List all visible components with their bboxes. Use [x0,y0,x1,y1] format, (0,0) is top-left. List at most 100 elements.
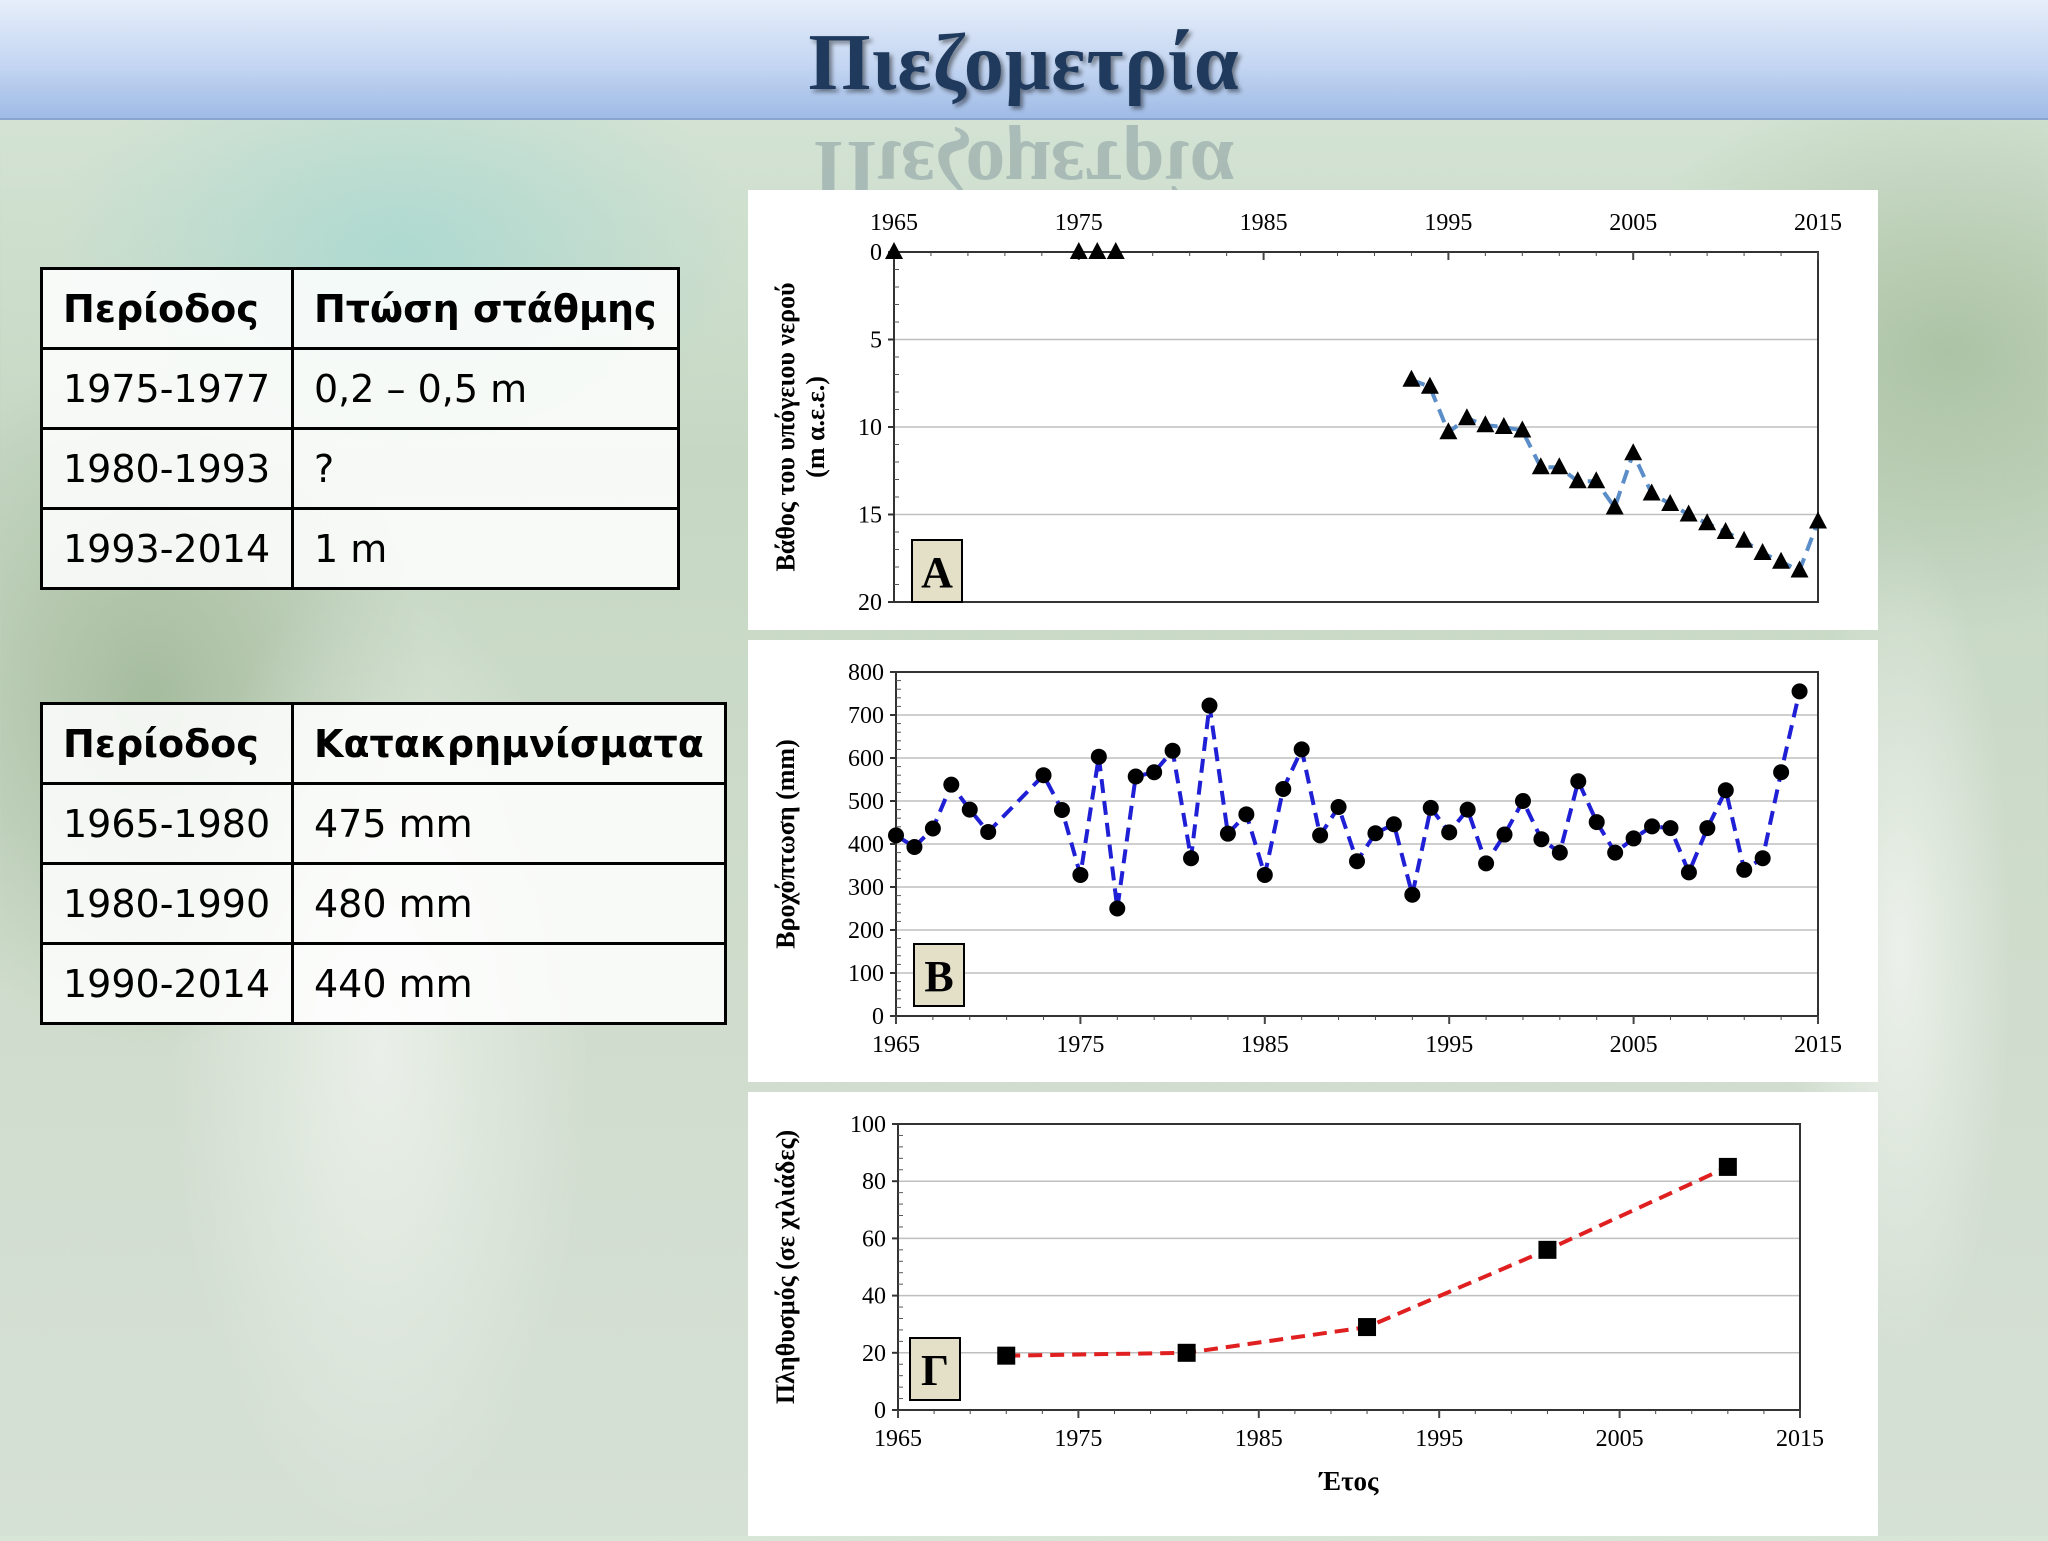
data-point-circle [1570,773,1587,790]
data-point-triangle [1716,522,1735,539]
data-point-circle [1072,866,1089,883]
x-axis-label: Έτος [1318,1466,1380,1496]
precipitation-table: Περίοδος Κατακρημνίσματα 1965-1980 475 m… [40,702,727,1025]
table-row: 1965-1980 475 mm [40,782,727,865]
value-cell: 0,2 – 0,5 m [291,347,680,430]
data-point-circle [1588,814,1605,831]
data-point-triangle [1679,504,1698,522]
y-tick-label: 20 [862,1341,886,1367]
table-header-row: Περίοδος Πτώση στάθμης [40,267,680,350]
data-point-circle [961,801,978,818]
period-cell: 1975-1977 [40,347,294,430]
series-line [894,690,1802,909]
data-point-circle [1496,826,1513,843]
data-point-circle [1256,866,1273,883]
table-header-row: Περίοδος Κατακρημνίσματα [40,702,727,785]
data-point-circle [888,827,904,844]
data-point-circle [1607,844,1624,861]
value-cell: ? [291,427,680,510]
data-point-triangle [885,242,903,259]
y-tick-label: 400 [848,832,884,858]
y-tick-label: 20 [858,590,882,616]
series-line [1410,377,1820,574]
y-tick-label: 100 [848,961,884,987]
x-tick-label: 1985 [1241,1032,1289,1058]
x-tick-label: 2015 [1776,1426,1824,1452]
data-point-circle [1773,764,1790,781]
table-row: 1990-2014 440 mm [40,942,727,1025]
data-point-circle [1680,864,1697,881]
data-point-square [1177,1343,1196,1362]
y-tick-label: 60 [862,1226,886,1252]
x-tick-label: 1965 [872,1032,920,1058]
data-point-circle [1478,855,1495,872]
period-cell: 1965-1980 [40,782,294,865]
data-point-circle [1238,806,1255,823]
value-cell: 480 mm [291,862,727,945]
table-row: 1980-1990 480 mm [40,862,727,945]
data-point-triangle [1642,483,1661,501]
data-point-circle [943,776,960,793]
groundwater-depth-chart: 0 5 10 15 20 1965 1975 1985 1995 2005 2015 Βάθος το… [771,210,1842,616]
data-point-circle [1625,830,1642,847]
y-tick-label: 300 [848,875,884,901]
data-point-triangle [1698,513,1717,531]
x-tick-label: 1965 [874,1426,922,1452]
data-point-triangle [1494,417,1513,434]
panel-label-box [913,943,965,1007]
data-point-circle [924,820,941,837]
data-point-circle [1109,900,1126,917]
panel-label: Γ [921,1346,949,1395]
header-cell: Περίοδος [40,267,294,350]
table-row: 1975-1977 0,2 – 0,5 m [40,347,680,430]
data-point-triangle [1457,408,1476,426]
data-point-circle [1385,816,1402,833]
data-point-circle [1090,748,1107,765]
header-cell: Πτώση στάθμης [291,267,680,350]
data-point-circle [1533,831,1550,848]
value-cell: 440 mm [291,942,727,1025]
data-point-circle [1422,799,1439,816]
y-tick-label: 0 [870,240,882,266]
data-point-triangle [1661,494,1680,511]
value-cell: 1 m [291,507,680,590]
y-tick-label: 600 [848,746,884,772]
y-axis-label: (m α.ε.ε.) [801,376,830,478]
data-point-triangle [1476,415,1495,433]
period-cell: 1980-1990 [40,862,294,945]
data-point-circle [1201,697,1218,714]
data-point-triangle [1624,443,1643,461]
data-point-square [1718,1157,1737,1176]
panel-label-box [911,539,963,603]
data-point-circle [1551,844,1568,861]
title-bar: Πιεζομετρία [0,0,2048,120]
rainfall-chart: 0 100 200 300 400 500 600 700 800 1965 1975 1985 199… [771,660,1842,1058]
data-point-circle [980,823,997,840]
period-cell: 1980-1993 [40,427,294,510]
data-point-circle [906,839,923,856]
population-chart: 0 20 40 60 80 100 1965 1975 1985 1995 2005 2015 Πληθ… [771,1112,1824,1496]
x-tick-label: 1995 [1425,1032,1473,1058]
x-tick-label: 1975 [1054,1426,1102,1452]
data-point-circle [1367,825,1384,842]
data-point-circle [1035,767,1052,784]
data-point-triangle [1568,471,1587,489]
y-tick-label: 500 [848,789,884,815]
chart-panel-groundwater-depth: 0 5 10 15 20 1965 1975 1985 1995 2005 2015 Βάθος το… [748,190,1878,630]
chart-panel-population: 0 20 40 60 80 100 1965 1975 1985 1995 2005 2015 Πληθ… [748,1092,1878,1536]
data-point-triangle [1587,471,1606,489]
data-point-triangle [1790,560,1809,578]
data-point-triangle [1753,543,1772,560]
data-point-triangle [1605,497,1624,515]
plot-frame [897,1123,1801,1411]
y-axis-label: Πληθυσμός (σε χιλιάδες) [771,1130,800,1404]
x-tick-label: 2015 [1794,1032,1842,1058]
data-point-triangle [1106,242,1125,259]
data-point-circle [1791,683,1808,700]
data-point-circle [1312,827,1329,844]
y-tick-label: 0 [872,1004,884,1030]
x-tick-label: 1985 [1235,1426,1283,1452]
data-point-circle [1219,825,1236,842]
data-point-triangle [1531,457,1550,475]
data-point-circle [1644,818,1661,835]
